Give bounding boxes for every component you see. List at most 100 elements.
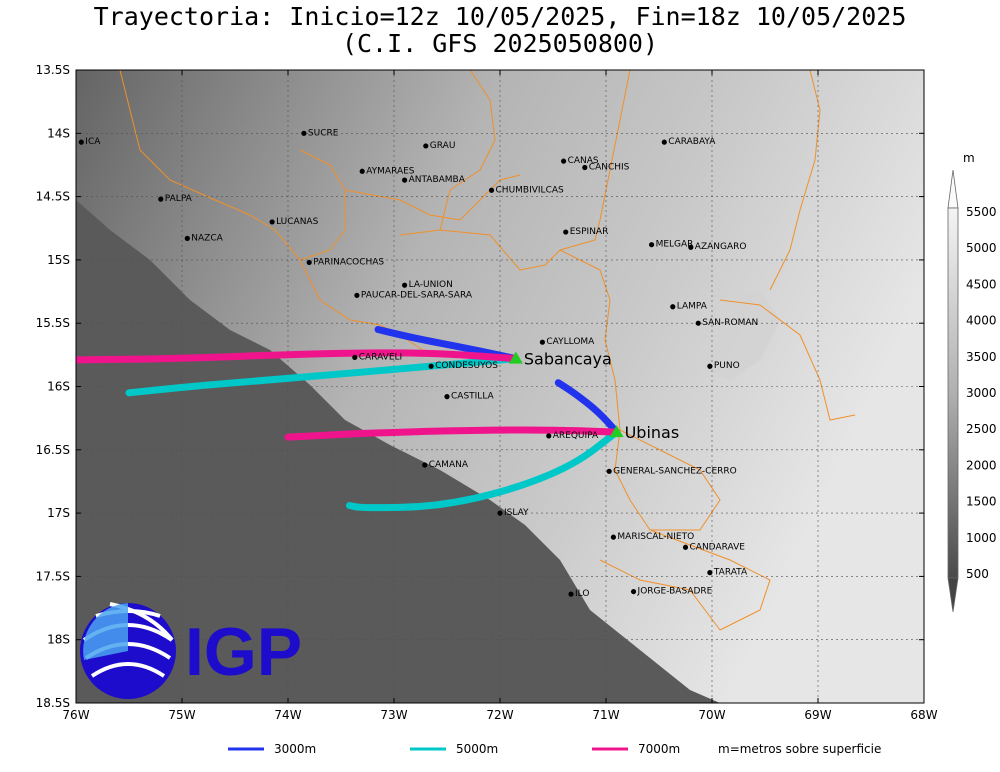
place-dot	[648, 242, 655, 248]
place-label: CANCHIS	[589, 162, 630, 172]
place-label: PARINACOCHAS	[313, 257, 384, 267]
colorbar-label: 2000	[966, 458, 997, 472]
place-dot	[610, 534, 617, 540]
trajectory-ubinas-5000m	[345, 428, 621, 512]
lon-tick-label: 74W	[274, 708, 301, 722]
place-label: LUCANAS	[276, 217, 318, 227]
place-dot	[78, 139, 84, 145]
place-label: JORGE-BASADRE	[637, 587, 713, 597]
place-dot	[497, 510, 503, 516]
map-title-line2: (C.I. GFS 2025050800)	[341, 29, 659, 58]
place-label: CAMANA	[429, 460, 469, 470]
place-label: ISLAY	[504, 508, 529, 518]
place-label: NAZCA	[191, 233, 223, 243]
place-dot	[695, 320, 701, 326]
place-dot	[428, 363, 434, 369]
lat-tick-label: 14.5S	[36, 190, 70, 204]
lon-tick-label: 73W	[380, 708, 407, 722]
volcano-label: Sabancaya	[524, 350, 612, 369]
colorbar-label: 3500	[966, 350, 997, 364]
lon-tick-label: 71W	[592, 708, 619, 722]
lat-tick-label: 13.5S	[36, 63, 70, 77]
place-dot	[661, 139, 667, 145]
volcano-triangle-icon	[508, 351, 523, 364]
colorbar-label: 4500	[966, 277, 997, 291]
place-label: CARAVELI	[359, 352, 402, 362]
admin-borders	[119, 70, 856, 631]
place-dot	[630, 588, 637, 595]
place-dot	[402, 282, 408, 288]
place-label: AREQUIPA	[553, 431, 599, 441]
igp-logo-text: IGP	[185, 614, 302, 690]
legend-label: 7000m	[638, 742, 680, 756]
place-dot	[158, 196, 164, 202]
place-label: CHUMBIVILCAS	[496, 185, 564, 195]
igp-logo: IGP	[80, 602, 302, 699]
place-label: CAYLLOMA	[546, 337, 595, 347]
legend-label: 5000m	[456, 742, 498, 756]
trajectory-ubinas-7000m	[284, 426, 621, 441]
place-dot	[306, 259, 312, 266]
lon-tick-label: 68W	[910, 708, 937, 722]
lon-tick-label: 70W	[698, 708, 725, 722]
place-dot	[546, 433, 552, 439]
place-dot	[269, 219, 275, 225]
place-label: SAN-ROMAN	[702, 318, 758, 328]
place-dot	[422, 462, 428, 468]
colorbar-label: 4000	[966, 314, 997, 328]
place-dot	[707, 570, 713, 576]
place-label: ICA	[85, 137, 101, 147]
place-label: CONDESUYOS	[435, 361, 498, 371]
map-title-line1: Trayectoria: Inicio=12z 10/05/2025, Fin=…	[93, 2, 907, 31]
place-label: AYMARAES	[366, 166, 415, 176]
trajectory-legend: 3000m 5000m 7000m m=metros sobre superficie	[228, 742, 881, 756]
place-dot	[682, 544, 689, 550]
lon-tick-label: 69W	[804, 708, 831, 722]
place-dot	[423, 143, 429, 149]
lat-tick-label: 15S	[47, 253, 70, 267]
place-label: GRAU	[430, 141, 456, 151]
place-label: SUCRE	[308, 128, 339, 138]
place-label: PUNO	[714, 361, 740, 371]
place-label: CASTILLA	[451, 392, 495, 402]
colorbar-label: 500	[966, 567, 989, 581]
place-label: ANTABAMBA	[409, 175, 466, 185]
lake-region	[700, 290, 780, 380]
place-dot	[670, 304, 676, 310]
place-label: LAMPA	[677, 302, 708, 312]
place-label: CARABAYA	[668, 137, 716, 147]
place-dot	[563, 229, 569, 235]
place-label: CANDARAVE	[690, 542, 746, 552]
colorbar-label: 1500	[966, 495, 997, 509]
volcano-markers: Sabancaya Ubinas	[508, 350, 679, 442]
lon-tick-label: 75W	[168, 708, 195, 722]
place-label: ILO	[575, 589, 589, 599]
place-dot	[301, 130, 307, 136]
place-dot	[352, 354, 358, 360]
lat-tick-label: 17.5S	[36, 569, 70, 583]
volcano-triangle-icon	[609, 425, 624, 438]
colorbar-label: 5000	[966, 241, 997, 255]
place-label: CANAS	[568, 156, 599, 166]
place-label: LA-UNION	[409, 280, 453, 290]
axis-ticks: 13.5S 14S 14.5S 15S 15.5S 16S 16.5S 17S 17.5S 18S…	[36, 63, 938, 722]
lat-tick-label: 15.5S	[36, 316, 70, 330]
place-label: PAUCAR-DEL-SARA-SARA	[361, 290, 473, 300]
place-label: AZANGARO	[695, 242, 747, 252]
place-label: MELGAR	[656, 240, 694, 250]
legend-label: 3000m	[274, 742, 316, 756]
trajectory-sabancaya-5000m	[125, 355, 520, 397]
elevation-colorbar: m 5500 5000 4500 4000 3500 3000 2500 2000 1500 10…	[947, 151, 997, 613]
colorbar-unit: m	[963, 151, 975, 165]
ocean	[76, 200, 720, 703]
graticule	[76, 70, 924, 703]
lat-tick-label: 16.5S	[36, 443, 70, 457]
place-dot	[359, 168, 365, 174]
place-dot	[184, 235, 190, 241]
place-dot	[444, 394, 450, 400]
lon-tick-label: 72W	[486, 708, 513, 722]
colorbar-label: 2500	[966, 422, 997, 436]
place-dot	[402, 177, 408, 183]
